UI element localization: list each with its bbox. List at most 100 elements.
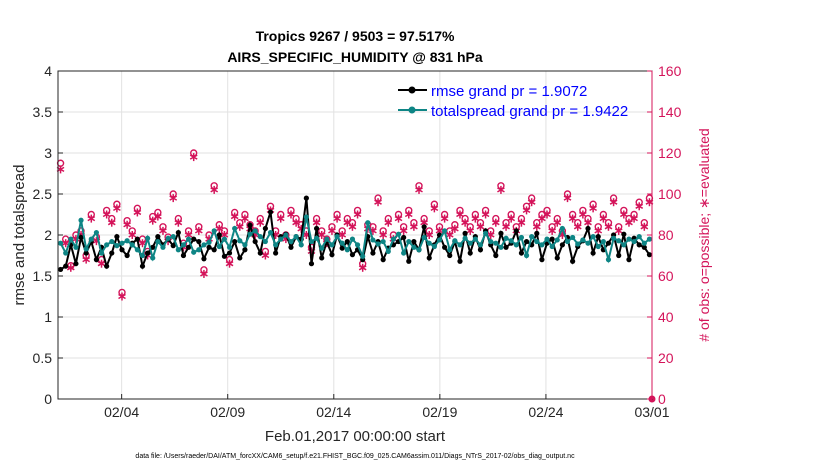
obs-evaluated-marker	[573, 222, 582, 231]
obs-evaluated-marker	[102, 210, 111, 219]
series-point	[262, 238, 268, 245]
obs-evaluated-stroke	[225, 261, 234, 267]
series-point	[73, 261, 79, 267]
obs-evaluated-stroke	[113, 205, 121, 212]
series-point	[518, 250, 525, 256]
obs-evaluated-stroke	[456, 211, 464, 218]
obs-evaluated-stroke	[82, 256, 91, 263]
series-point	[324, 236, 330, 242]
series-point	[201, 256, 207, 262]
series-point	[488, 238, 494, 245]
obs-evaluated-stroke	[445, 232, 454, 238]
series-point	[616, 238, 622, 244]
series-point	[313, 235, 320, 241]
series-point	[477, 242, 484, 248]
obs-evaluated-marker	[635, 202, 644, 211]
obs-evaluated-marker	[133, 208, 142, 217]
obs-evaluated-marker	[625, 218, 633, 227]
series-point	[395, 231, 402, 237]
obs-evaluated-marker	[491, 218, 500, 227]
series-point	[283, 232, 289, 238]
series-point	[329, 242, 335, 248]
obs-evaluated-stroke	[538, 215, 546, 222]
obs-evaluated-stroke	[415, 187, 423, 193]
series-point	[339, 240, 345, 246]
series-point	[273, 250, 279, 256]
obs-evaluated-marker	[113, 204, 121, 213]
y2-tick-label: 80	[658, 227, 674, 243]
obs-evaluated-stroke	[256, 220, 265, 226]
obs-evaluated-marker	[276, 214, 285, 223]
obs-evaluated-marker	[338, 231, 347, 239]
series-point	[216, 243, 222, 250]
obs-evaluated-marker	[527, 198, 536, 207]
obs-evaluated-stroke	[312, 220, 321, 226]
series-point	[252, 228, 258, 234]
series-layer	[56, 149, 656, 403]
y2-tick-label: 120	[658, 145, 682, 161]
obs-evaluated-stroke	[343, 220, 352, 226]
series-point	[129, 242, 135, 248]
obs-evaluated-marker	[553, 218, 562, 227]
series-point	[165, 235, 171, 241]
obs-evaluated-marker	[522, 206, 531, 215]
series-point	[616, 252, 622, 259]
series-point	[78, 234, 84, 241]
series-point	[93, 229, 100, 236]
y2-tick-label: 160	[658, 63, 682, 79]
series-point	[390, 236, 397, 242]
series-point	[406, 238, 412, 245]
series-point	[339, 245, 345, 251]
axes: 02/04 02/09 02/14 02/19 02/24 03/0100.511.522…	[33, 63, 682, 420]
series-point	[575, 241, 581, 247]
series-point	[406, 258, 412, 264]
obs-evaluated-stroke	[491, 220, 500, 226]
series-point	[416, 247, 422, 253]
series-point	[585, 240, 591, 246]
series-point	[319, 245, 325, 251]
y-tick-label: 2.5	[33, 186, 53, 202]
obs-evaluated-stroke	[102, 211, 111, 218]
series-point	[498, 244, 504, 250]
obs-evaluated-stroke	[87, 215, 96, 222]
obs-evaluated-stroke	[625, 220, 633, 226]
obs-evaluated-marker	[118, 292, 126, 301]
obs-evaluated-stroke	[461, 220, 469, 226]
series-point	[467, 250, 473, 256]
obs-evaluated-marker	[604, 222, 613, 231]
obs-evaluated-marker	[174, 218, 183, 227]
series-point	[211, 247, 217, 253]
obs-evaluated-marker	[317, 231, 326, 239]
series-point	[421, 234, 427, 241]
series-point	[57, 266, 64, 273]
obs-evaluated-stroke	[604, 224, 613, 230]
series-point	[57, 240, 64, 246]
obs-evaluated-marker	[343, 218, 352, 227]
obs-evaluated-stroke	[614, 228, 623, 234]
obs-evaluated-marker	[440, 214, 449, 223]
series-point	[175, 229, 181, 236]
y-tick-label: 3.5	[33, 104, 53, 120]
series-point	[385, 248, 391, 254]
series-point	[170, 234, 176, 240]
obs-evaluated-stroke	[568, 215, 577, 222]
obs-evaluated-marker	[599, 214, 608, 223]
series-point	[145, 235, 151, 241]
series-point	[196, 247, 202, 253]
obs-evaluated-marker	[148, 216, 157, 225]
obs-evaluated-stroke	[476, 224, 485, 230]
y-tick-label: 4	[44, 63, 52, 79]
series-point	[559, 225, 565, 232]
obs-evaluated-stroke	[159, 228, 167, 234]
obs-evaluated-marker	[543, 210, 551, 219]
series-point	[114, 234, 120, 240]
series-point	[518, 234, 525, 241]
series-point	[370, 237, 376, 243]
obs-evaluated-marker	[328, 226, 336, 235]
series-point	[508, 238, 514, 244]
obs-evaluated-marker	[450, 224, 459, 233]
series-point	[104, 242, 110, 248]
series-point	[344, 238, 350, 245]
obs-evaluated-marker	[235, 222, 244, 231]
obs-evaluated-marker	[230, 212, 239, 221]
